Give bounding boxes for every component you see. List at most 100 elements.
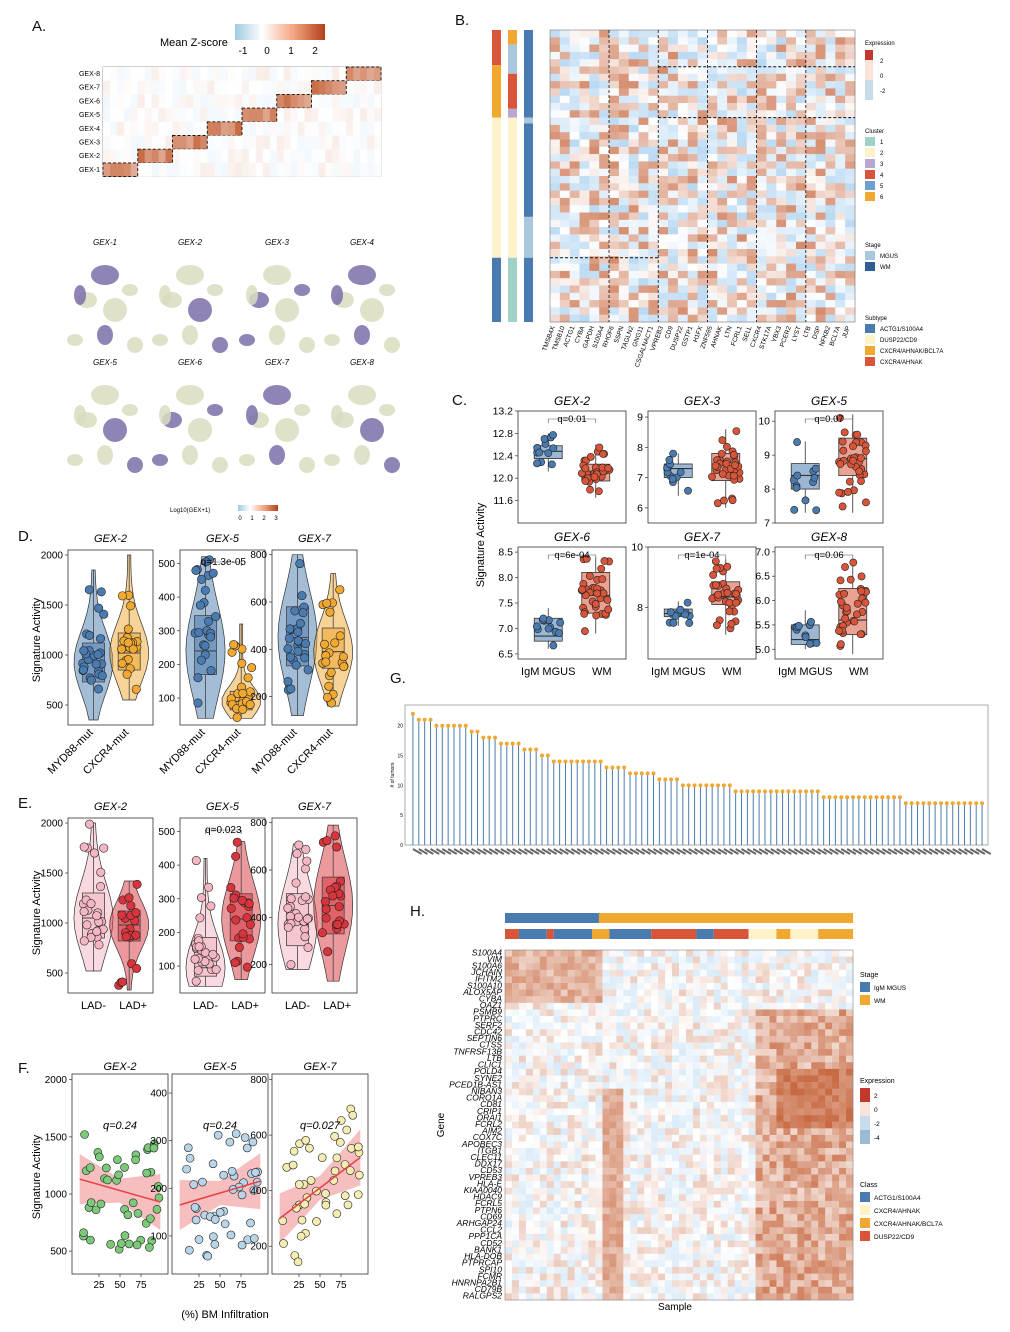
h-heat-cell xyxy=(699,1141,708,1149)
h-heat-cell xyxy=(616,1181,624,1189)
b-heat-cell xyxy=(697,270,708,279)
lollipop-gene-label-placeholder xyxy=(793,848,804,855)
b-heat-cell xyxy=(697,300,708,308)
b-heat-cell xyxy=(845,168,856,177)
data-point xyxy=(857,454,865,462)
data-point xyxy=(301,892,311,902)
a-heat-cell xyxy=(297,121,305,136)
h-heat-cell xyxy=(804,1121,812,1129)
h-heat-cell xyxy=(811,1101,819,1109)
h-heat-cell xyxy=(567,1042,575,1050)
data-point xyxy=(332,842,342,852)
h-heat-cell xyxy=(651,1088,659,1096)
b-heat-cell xyxy=(677,256,689,264)
b-heat-cell xyxy=(559,307,570,315)
h-heat-cell xyxy=(790,1148,798,1156)
h-heat-cell xyxy=(825,1167,833,1175)
h-heat-cell xyxy=(769,1022,777,1030)
h-heat-cell xyxy=(720,1181,729,1189)
h-heat-cell xyxy=(602,1141,610,1149)
h-heat-cell xyxy=(532,950,541,957)
lollipop-gene-label-placeholder xyxy=(547,848,558,855)
h-heat-cell xyxy=(644,1088,652,1096)
b-heat-cell xyxy=(618,227,630,235)
b-heat-cell xyxy=(746,307,757,315)
h-heat-cell xyxy=(790,1134,798,1142)
h-heat-cell xyxy=(672,956,680,964)
data-point xyxy=(555,629,564,638)
a-heat-cell xyxy=(130,94,139,109)
q-value: q=0.01 xyxy=(557,414,586,425)
a-heat-cell xyxy=(304,162,312,177)
lollipop-head xyxy=(974,801,979,806)
h-heat-cell xyxy=(776,1181,784,1189)
h-heat-cell xyxy=(692,1022,701,1030)
a-heat-cell xyxy=(248,94,257,109)
h-heat-cell xyxy=(839,963,847,971)
a-heat-cell xyxy=(221,108,229,123)
h-heat-cell xyxy=(672,1128,680,1136)
h-heat-cell xyxy=(665,1141,673,1149)
h-heat-cell xyxy=(525,956,534,964)
h-heat-cell xyxy=(720,1055,729,1063)
h-heat-cell xyxy=(706,1128,715,1136)
h-heat-cell xyxy=(839,1002,847,1010)
b-heat-cell xyxy=(766,197,777,206)
h-heat-cell xyxy=(630,969,638,977)
b-heat-cell xyxy=(648,154,659,162)
h-heat-cell xyxy=(644,1101,652,1109)
h-heat-cell xyxy=(776,1134,784,1142)
c-subpanel-title: GEX-2 xyxy=(554,395,590,408)
b-heat-cell xyxy=(589,219,600,228)
data-point xyxy=(146,1214,155,1223)
b-heat-cell xyxy=(658,314,669,323)
h-heat-cell xyxy=(790,1075,798,1083)
b-heat-cell xyxy=(776,241,787,250)
b-heat-cell xyxy=(687,227,698,235)
y-tick-label: 1500 xyxy=(45,1132,68,1143)
subpanel-title: GEX-5 xyxy=(206,801,240,813)
b-col-label: DSP xyxy=(811,325,822,340)
b-heat-cell xyxy=(638,314,649,323)
b-heat-cell xyxy=(786,168,797,177)
b-heat-cell xyxy=(776,146,787,155)
b-heat-cell xyxy=(589,227,600,235)
b-heat-cell xyxy=(618,51,630,60)
panel-d-ylabel: Signature Activity xyxy=(31,597,43,682)
h-heat-cell xyxy=(797,1095,805,1103)
b-annotation-bar xyxy=(492,117,501,258)
b-heat-cell xyxy=(550,154,561,162)
h-heat-cell xyxy=(651,1068,659,1076)
b-heat-cell xyxy=(677,270,689,279)
data-point xyxy=(231,915,241,925)
b-heat-cell xyxy=(835,314,846,323)
h-heat-cell xyxy=(567,1055,575,1063)
b-heat-cell xyxy=(687,95,698,104)
h-heat-cell xyxy=(560,1062,568,1070)
h-heat-cell xyxy=(532,969,541,977)
b-heat-cell xyxy=(687,124,698,133)
h-heat-cell xyxy=(505,996,513,1004)
b-heat-cell xyxy=(618,234,630,242)
b-heat-cell xyxy=(648,256,659,264)
b-heat-cell xyxy=(835,81,846,89)
h-heat-cell xyxy=(511,1101,520,1109)
h-heat-cell xyxy=(720,1062,729,1070)
h-heat-cell xyxy=(505,963,513,971)
h-heat-cell xyxy=(574,976,582,984)
h-heat-cell xyxy=(748,1174,756,1182)
h-heat-cell xyxy=(574,1009,582,1017)
h-heat-cell xyxy=(811,1042,819,1050)
h-heat-cell xyxy=(525,1029,534,1037)
h-heat-cell xyxy=(790,1055,798,1063)
h-heat-cell xyxy=(588,1068,596,1076)
h-heat-cell xyxy=(811,1022,819,1030)
h-heat-cell xyxy=(769,1088,777,1096)
b-heat-cell xyxy=(687,270,698,279)
lollipop-head xyxy=(598,759,603,764)
data-point xyxy=(731,461,739,470)
panel-letter-c: C. xyxy=(452,392,467,409)
y-tick-label: 400 xyxy=(158,861,175,872)
h-heat-cell xyxy=(720,1128,729,1136)
lollipop-gene-label-placeholder xyxy=(629,848,640,855)
